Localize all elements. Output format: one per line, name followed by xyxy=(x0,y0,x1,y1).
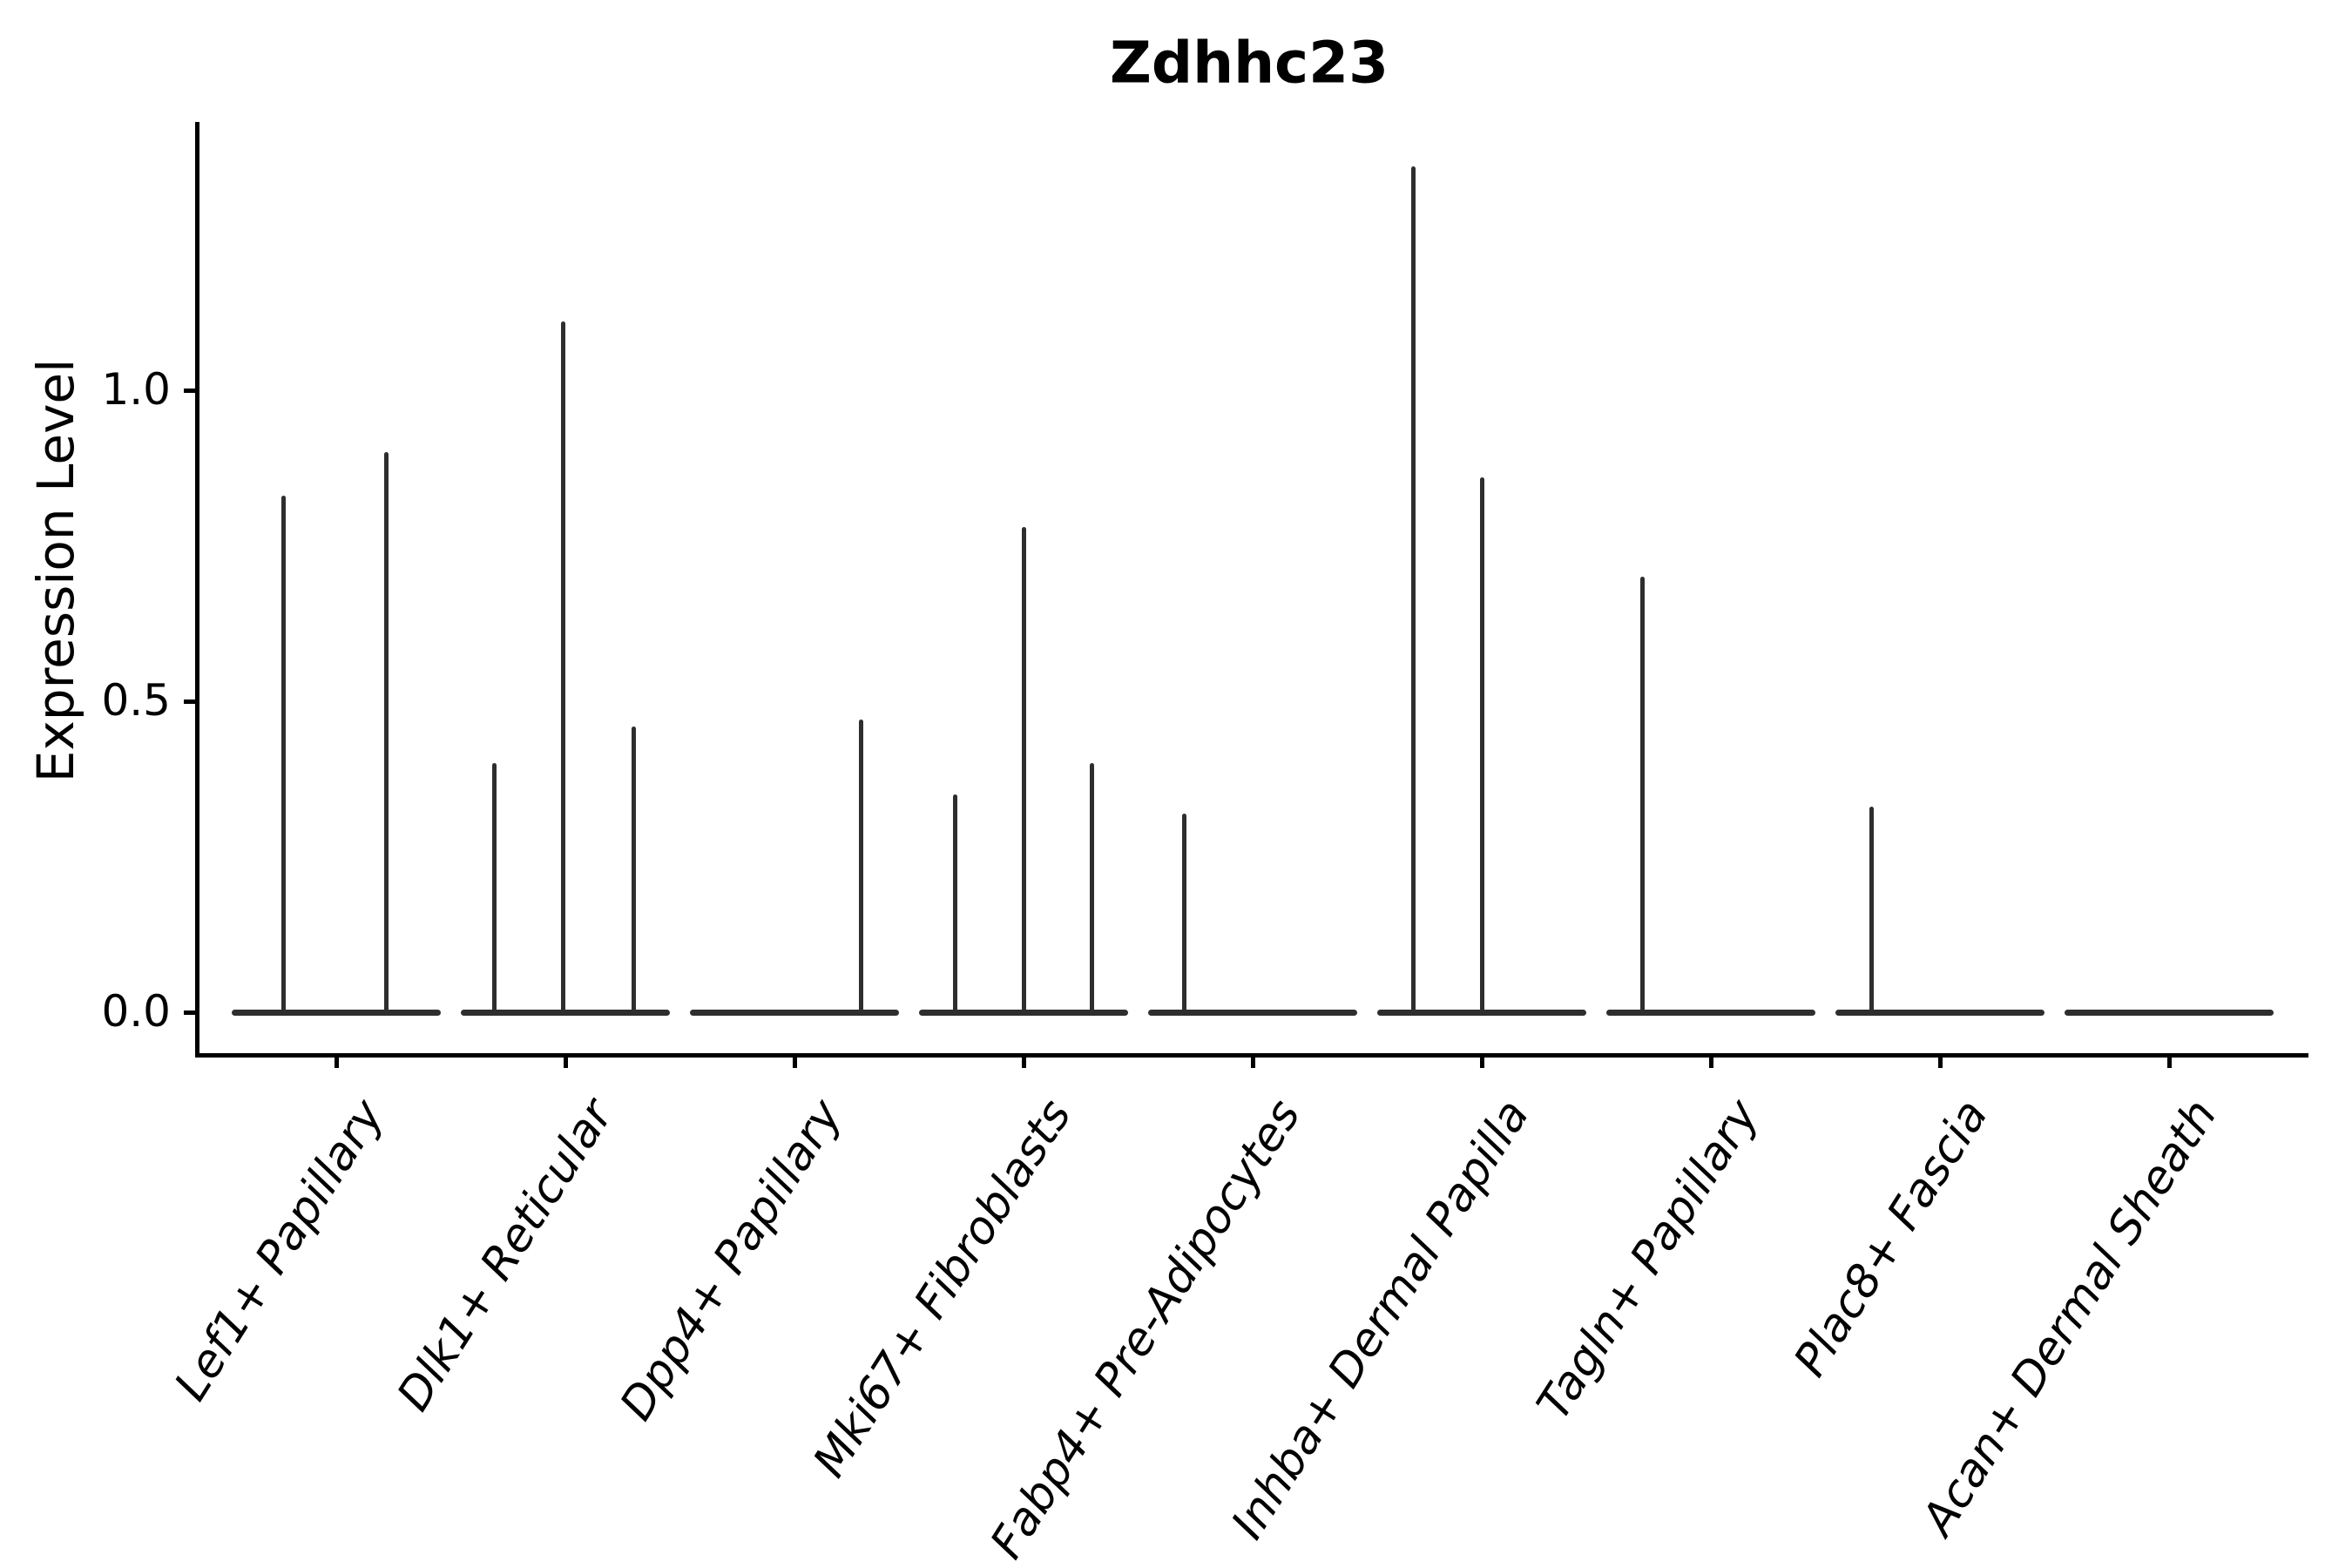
x-axis-tick xyxy=(1479,1053,1484,1068)
x-axis-tick-label: Mki67+ Fibroblasts xyxy=(803,1091,1082,1487)
plot-title: Zdhhc23 xyxy=(1109,29,1389,97)
violin-density-spike xyxy=(1021,527,1026,1012)
x-axis-tick xyxy=(1021,1053,1026,1068)
violin-zero-bulk xyxy=(1606,1009,1815,1016)
violin-density-spike xyxy=(858,720,863,1012)
violin-zero-bulk xyxy=(2065,1009,2274,1016)
x-axis-tick-label: Dpp4+ Papillary xyxy=(610,1091,853,1429)
violin-density-spike xyxy=(491,763,497,1012)
y-axis-label: Expression Level xyxy=(26,358,85,783)
violin-zero-bulk xyxy=(1835,1009,2044,1016)
x-axis-tick xyxy=(792,1053,797,1068)
y-axis-tick xyxy=(184,700,198,704)
violin-zero-bulk xyxy=(461,1009,670,1016)
x-axis-tick-label: Dlk1+ Reticular xyxy=(387,1091,624,1421)
violin-density-spike xyxy=(952,794,957,1012)
violin-density-spike xyxy=(384,452,389,1012)
x-axis-tick-label: Tagln+ Papillary xyxy=(1527,1091,1769,1429)
violin-zero-bulk xyxy=(1377,1009,1586,1016)
violin-density-spike xyxy=(1181,813,1186,1012)
y-axis-tick-label: 0.0 xyxy=(101,985,171,1037)
x-axis-tick xyxy=(563,1053,568,1068)
x-axis-tick xyxy=(2166,1053,2172,1068)
violin-zero-bulk xyxy=(690,1009,899,1016)
y-axis-tick xyxy=(184,1010,198,1015)
y-axis-tick xyxy=(184,389,198,393)
violin-density-spike xyxy=(1410,166,1416,1012)
violin-density-spike xyxy=(1479,476,1484,1012)
y-axis-spine xyxy=(195,122,199,1058)
y-axis-tick-label: 0.5 xyxy=(101,674,171,726)
violin-density-spike xyxy=(281,496,286,1012)
x-axis-tick xyxy=(1708,1053,1713,1068)
violin-zero-bulk xyxy=(919,1009,1128,1016)
x-axis-tick xyxy=(1250,1053,1255,1068)
x-axis-tick xyxy=(334,1053,339,1068)
violin-density-spike xyxy=(1639,577,1645,1012)
violin-density-spike xyxy=(632,726,637,1012)
violin-density-spike xyxy=(1869,807,1874,1012)
violin-density-spike xyxy=(560,321,565,1012)
x-axis-tick-label: Plac8+ Fascia xyxy=(1783,1091,1998,1386)
violin-zero-bulk xyxy=(1148,1009,1357,1016)
x-axis-tick-label: Lef1+ Papillary xyxy=(165,1091,395,1410)
y-axis-tick-label: 1.0 xyxy=(101,363,171,415)
violin-density-spike xyxy=(1090,763,1095,1012)
violin-zero-bulk xyxy=(232,1009,441,1016)
x-axis-tick xyxy=(1937,1053,1943,1068)
